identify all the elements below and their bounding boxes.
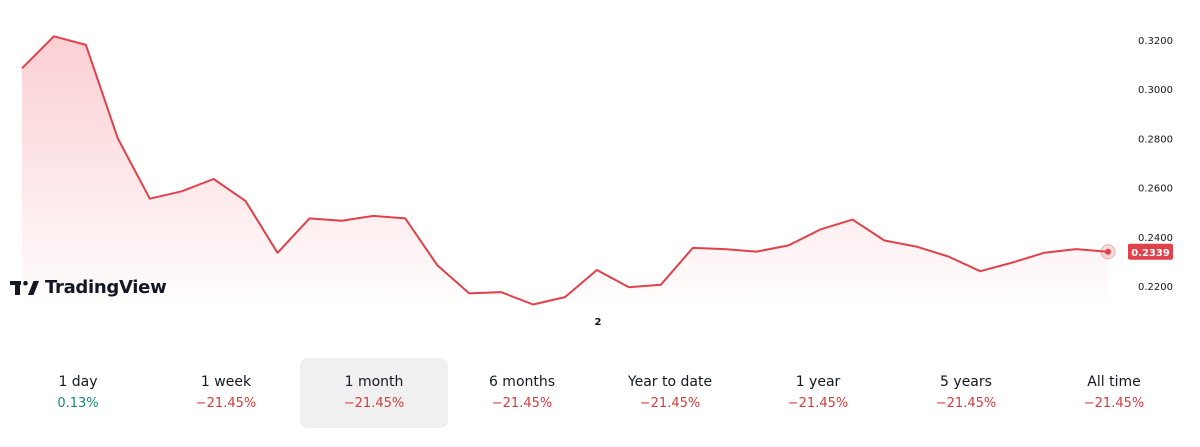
- last-price-label: 0.2339: [1131, 248, 1170, 259]
- period-label: 1 day: [58, 374, 98, 390]
- period-tab-1-day[interactable]: 1 day 0.13%: [4, 358, 152, 428]
- period-change: −21.45%: [195, 396, 257, 411]
- price-chart[interactable]: 0.3200 0.3000 0.2800 0.2600 0.2400 0.2200 2 0…: [0, 0, 1200, 340]
- y-axis: 0.3200 0.3000 0.2800 0.2600 0.2400 0.2200: [1138, 36, 1173, 293]
- period-tab-1-month[interactable]: 1 month −21.45%: [300, 358, 448, 428]
- period-label: 1 month: [344, 374, 404, 390]
- y-tick-label: 0.3200: [1138, 36, 1173, 47]
- period-tab-all-time[interactable]: All time −21.45%: [1040, 358, 1188, 428]
- last-price-badge: [1128, 243, 1173, 260]
- tradingview-logo: TradingView: [10, 277, 167, 298]
- period-change: −21.45%: [1083, 396, 1145, 411]
- price-line: [21, 35, 1109, 306]
- period-tab-5-years[interactable]: 5 years −21.45%: [892, 358, 1040, 428]
- period-label: All time: [1087, 374, 1141, 390]
- period-change: −21.45%: [491, 396, 553, 411]
- last-price-dot: [1105, 248, 1111, 255]
- price-line-layer: [21, 35, 1109, 306]
- y-tick-label: 0.3000: [1138, 85, 1173, 96]
- period-tab-1-week[interactable]: 1 week −21.45%: [152, 358, 300, 428]
- period-change: −21.45%: [935, 396, 997, 411]
- y-tick-label: 0.2600: [1138, 184, 1173, 195]
- period-change: −21.45%: [343, 396, 405, 411]
- period-tab-year-to-date[interactable]: Year to date −21.45%: [596, 358, 744, 428]
- period-tab-6-months[interactable]: 6 months −21.45%: [448, 358, 596, 428]
- period-change: 0.13%: [57, 396, 99, 411]
- x-tick-label: 2: [595, 317, 602, 328]
- y-tick-label: 0.2200: [1138, 282, 1173, 293]
- period-tab-1-year[interactable]: 1 year −21.45%: [744, 358, 892, 428]
- period-selector: 1 day 0.13% 1 week −21.45% 1 month −21.45% 6 m…: [0, 358, 1200, 428]
- period-label: 5 years: [940, 374, 992, 390]
- tradingview-logo-text: TradingView: [45, 277, 167, 298]
- price-area-layer: [22, 36, 1108, 306]
- period-change: −21.45%: [787, 396, 849, 411]
- y-tick-label: 0.2800: [1138, 134, 1173, 145]
- x-axis: 2: [595, 317, 602, 328]
- price-area: [22, 36, 1108, 306]
- period-label: Year to date: [627, 374, 713, 390]
- tradingview-logo-icon: [10, 280, 39, 295]
- last-price-marker-layer: 0.2339: [1100, 243, 1173, 260]
- period-label: 1 year: [795, 374, 841, 390]
- period-label: 6 months: [488, 374, 556, 390]
- period-label: 1 week: [200, 374, 252, 390]
- y-tick-label: 0.2400: [1138, 233, 1173, 244]
- period-change: −21.45%: [639, 396, 701, 411]
